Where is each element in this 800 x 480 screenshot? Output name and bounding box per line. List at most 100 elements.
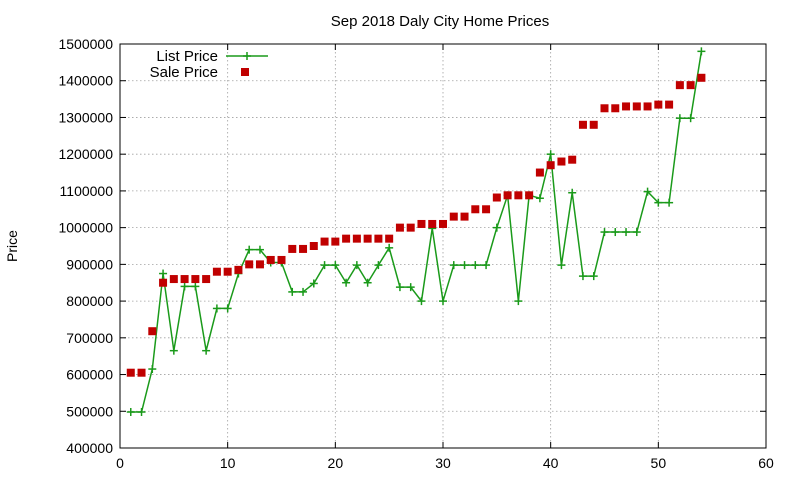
legend-label-list-price: List Price xyxy=(156,48,218,65)
sale-price-point xyxy=(675,81,684,90)
sale-price-point xyxy=(148,327,157,336)
list-price-point xyxy=(514,297,523,306)
sale-price-point xyxy=(202,275,211,284)
list-price-point xyxy=(568,188,577,197)
sale-price-point xyxy=(417,219,426,228)
sale-price-point xyxy=(622,102,631,111)
x-tick-label: 60 xyxy=(758,455,774,471)
data-series xyxy=(126,47,706,417)
list-price-point xyxy=(385,243,394,252)
sale-price-point xyxy=(191,275,200,284)
sale-price-point xyxy=(460,212,469,221)
sale-price-point xyxy=(546,161,555,170)
legend-sample-sale-price xyxy=(241,68,249,76)
list-price-point xyxy=(309,279,318,288)
x-tick-label: 0 xyxy=(116,455,124,471)
list-price-point xyxy=(212,304,221,313)
list-price-point xyxy=(686,114,695,123)
list-price-point xyxy=(406,283,415,292)
list-price-point xyxy=(159,269,168,278)
sale-price-point xyxy=(686,81,695,90)
list-price-point xyxy=(439,297,447,306)
legend-sample-list-price xyxy=(243,52,251,60)
y-tick-label: 1100000 xyxy=(60,183,114,199)
list-price-point xyxy=(352,261,361,270)
sale-price-point xyxy=(589,120,598,129)
sale-price-point xyxy=(578,120,587,129)
list-price-point xyxy=(223,304,232,313)
sale-price-point xyxy=(299,244,308,253)
axis-ticks: 0 10 20 30 40 50 60 400000 500000 600000 700000 800… xyxy=(58,36,774,471)
sale-price-point xyxy=(525,191,534,200)
sale-price-point xyxy=(245,260,254,269)
sale-price-point xyxy=(352,234,361,243)
sale-price-point xyxy=(363,234,372,243)
list-price-point xyxy=(492,223,501,232)
list-price-point xyxy=(460,261,469,270)
sale-price-point xyxy=(309,242,318,250)
list-price-point xyxy=(288,287,297,296)
list-price-point xyxy=(482,261,491,270)
list-price-point xyxy=(665,198,674,207)
sale-price-point xyxy=(535,168,544,177)
sale-price-point xyxy=(255,260,264,269)
y-tick-label: 1000000 xyxy=(58,220,113,236)
list-price-point xyxy=(589,272,598,281)
sale-price-point xyxy=(632,102,641,111)
sale-price-point xyxy=(223,267,232,276)
list-price-point xyxy=(169,346,178,355)
list-price-point xyxy=(363,278,372,287)
list-price-point xyxy=(546,150,555,159)
list-price-point xyxy=(331,261,340,270)
x-tick-label: 50 xyxy=(651,455,667,471)
list-price-point xyxy=(654,198,663,207)
chart-title: Sep 2018 Daly City Home Prices xyxy=(331,13,549,30)
sale-price-point xyxy=(288,244,297,253)
list-price-point xyxy=(299,287,308,296)
sale-price-point xyxy=(169,275,178,284)
y-tick-label: 800000 xyxy=(66,293,113,309)
sale-price-point xyxy=(557,157,566,166)
x-tick-label: 10 xyxy=(220,455,236,471)
sale-price-point xyxy=(126,368,135,377)
list-price-point xyxy=(643,187,652,196)
list-price-point xyxy=(697,47,706,56)
list-price-point xyxy=(675,114,684,123)
y-tick-label: 900000 xyxy=(66,256,113,272)
list-price-point xyxy=(137,408,146,417)
sale-price-point xyxy=(439,219,447,228)
list-price-point xyxy=(578,272,587,281)
y-tick-label: 1300000 xyxy=(58,109,113,125)
list-price-point xyxy=(126,408,135,417)
sale-price-point xyxy=(374,234,383,243)
sale-price-point xyxy=(654,100,663,109)
x-tick-label: 40 xyxy=(543,455,559,471)
sale-price-point xyxy=(212,267,221,276)
sale-price-point xyxy=(503,191,512,200)
sale-price-point xyxy=(137,368,146,377)
list-price-point xyxy=(600,228,609,237)
y-tick-label: 1200000 xyxy=(58,146,113,162)
sale-price-point xyxy=(611,104,620,113)
sale-price-point xyxy=(449,212,458,221)
y-axis-label: Price xyxy=(4,230,20,262)
y-tick-label: 600000 xyxy=(66,367,113,383)
sale-price-point xyxy=(180,275,189,284)
list-price-point xyxy=(535,194,544,203)
list-price-point xyxy=(191,282,200,291)
list-price-point xyxy=(557,261,566,270)
sale-price-point xyxy=(320,237,329,246)
list-price-point xyxy=(342,278,351,287)
plot-frame xyxy=(119,43,767,449)
list-price-point xyxy=(449,261,458,270)
sale-price-point xyxy=(277,255,286,264)
list-price-point xyxy=(632,228,641,237)
grid-lines xyxy=(120,44,766,448)
y-tick-label: 500000 xyxy=(66,403,113,419)
sale-price-point xyxy=(234,265,243,274)
sale-price-point xyxy=(600,104,609,113)
list-price-point xyxy=(374,261,383,270)
sale-price-point xyxy=(568,155,577,164)
y-tick-label: 700000 xyxy=(66,330,113,346)
sale-price-point xyxy=(471,205,480,214)
